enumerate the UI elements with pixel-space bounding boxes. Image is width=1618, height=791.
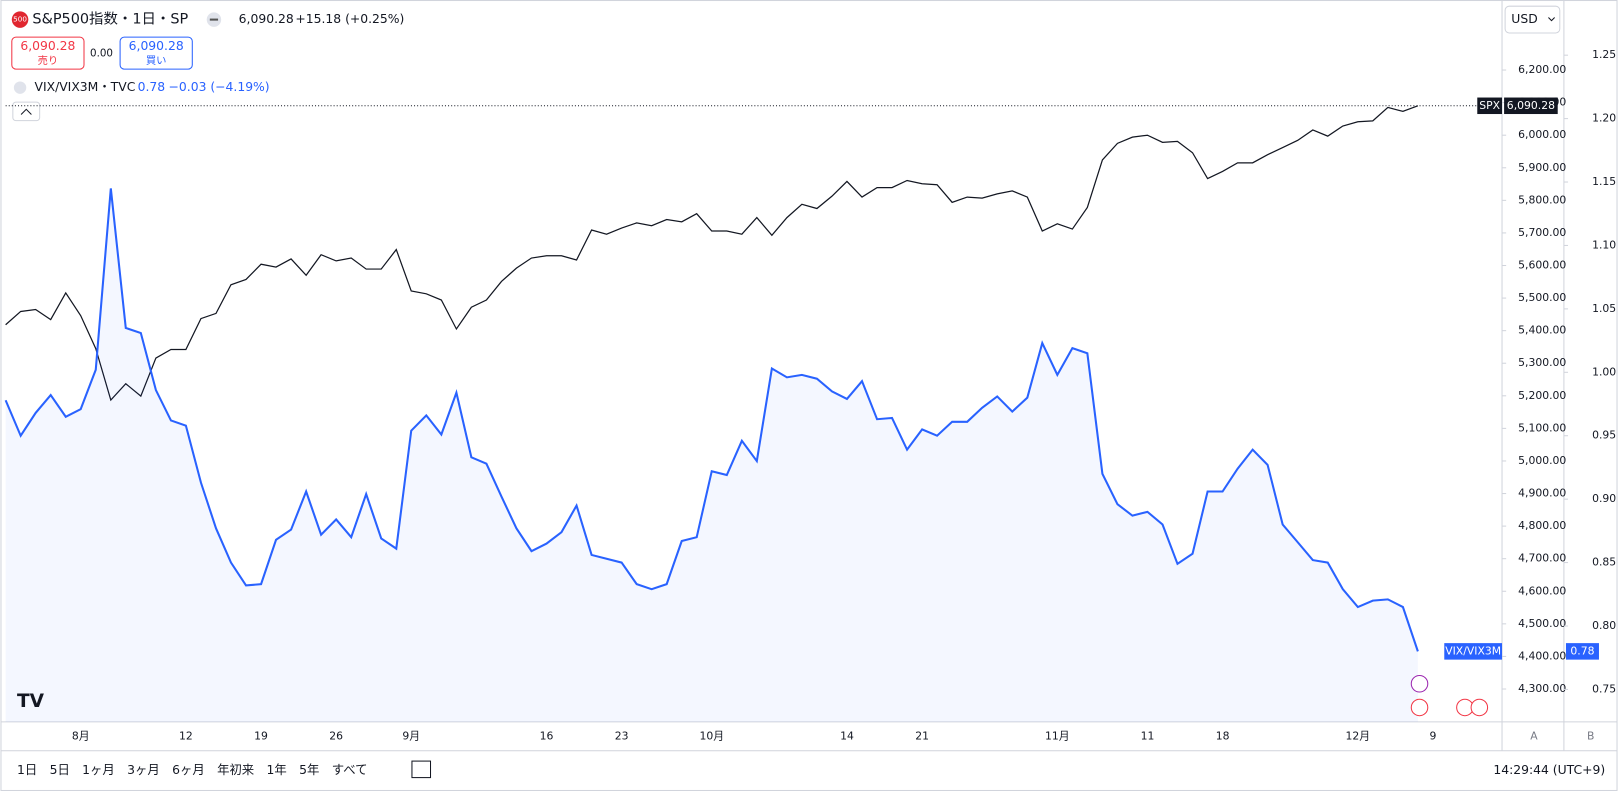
vix-tag: VIX/VIX3M [1445,644,1501,657]
currency: USD [1511,12,1537,26]
y-tick-label: 1.15 [1592,175,1616,188]
symbol-title[interactable]: S&P500指数・1日・SP [32,11,188,28]
event-icon[interactable] [1410,698,1429,717]
x-tick-label: 18 [1216,729,1230,742]
y-tick-label: 4,700.00 [1518,552,1566,565]
y-tick-label: 4,300.00 [1518,682,1566,695]
sell-label: 売り [38,54,59,67]
range-button[interactable]: すべて [332,763,368,777]
y-tick-label: 1.10 [1592,238,1616,251]
sell-button[interactable] [11,36,85,70]
tag-box [1565,643,1599,660]
y-tick-label: 0.75 [1592,682,1616,695]
compare-change: −0.03 (−4.19%) [169,80,270,94]
x-tick-label: 12 [179,729,193,742]
y-tick-label: 6,200.00 [1518,63,1566,76]
tag-box [1477,97,1503,115]
range-button[interactable]: 3ヶ月 [127,763,160,777]
x-tick-label: 10月 [699,729,724,742]
event-icon[interactable] [1410,674,1429,693]
y-tick-label: 5,200.00 [1518,389,1566,402]
x-tick-label: 16 [540,729,554,742]
x-tick-label: 14 [840,729,854,742]
range-button[interactable]: 6ヶ月 [172,763,205,777]
buy-label: 買い [146,55,167,67]
y-tick-label: 5,600.00 [1518,259,1566,272]
range-button[interactable]: 1年 [267,763,287,777]
range-button[interactable]: 1日 [17,763,37,777]
symbol-icon-text: 500 [13,15,27,24]
y-tick-label: 4,800.00 [1518,519,1566,532]
y-tick-label: 0.95 [1592,429,1616,442]
y-tick-label: 0.85 [1592,556,1616,569]
toolbar: 1日 5日 1ヶ月 3ヶ月 6ヶ月 年初来 1年 5年 すべて [17,763,368,777]
spread: 0.00 [90,48,113,60]
x-tick-label: 8月 [72,729,90,742]
compare-symbol[interactable]: VIX/VIX3M・TVC [35,80,136,94]
y-tick-label: 4,900.00 [1518,487,1566,500]
date-range-icon[interactable] [411,760,432,779]
chevron [20,108,32,115]
event-icon[interactable] [1470,698,1489,717]
x-tick-label: 26 [329,729,343,742]
y-tick-label: 5,300.00 [1518,356,1566,369]
range-button[interactable]: 5年 [299,763,319,777]
area-fill [5,188,1418,722]
symbol-icon [11,11,29,28]
change: +15.18 (+0.25%) [295,12,404,26]
series-line [4,188,1419,652]
x-tick-label: 11 [1141,729,1155,742]
buy-button[interactable] [119,36,193,70]
clock: 14:29:44 (UTC+9) [1493,763,1605,777]
x-tick-label: 21 [915,729,929,742]
buy-price: 6,090.28 [129,39,184,53]
tag-box [1444,643,1503,660]
y-tick-label: 5,500.00 [1518,291,1566,304]
y-tick-label: 1.20 [1592,112,1616,125]
x-tick-label: 9月 [402,729,420,742]
x-tick-label: 19 [254,729,268,742]
y-tick-label: 5,900.00 [1518,161,1566,174]
x-tick-label: 9 [1429,729,1436,742]
y-tick-label: 1.25 [1592,48,1616,61]
price: 6,090.28 [239,12,294,26]
plot [4,105,1419,722]
y-tick-label: 5,700.00 [1518,226,1566,239]
spx-tag-value: 6,090.28 [1507,99,1555,112]
collapse-legend-button[interactable] [12,101,41,122]
compare-icon [13,81,27,94]
range-button[interactable]: 年初来 [217,763,254,777]
x-tick-label: 11月 [1045,729,1070,742]
x-tick-label: 23 [615,729,629,742]
y-tick-label: 4,600.00 [1518,584,1566,597]
axis-a-label[interactable]: A [1530,729,1538,742]
y-tick-label: 5,800.00 [1518,193,1566,206]
chevron [1548,17,1555,22]
y-tick-label: 4,400.00 [1518,649,1566,662]
y-tick-label: 5,100.00 [1518,421,1566,434]
currency-button[interactable] [1504,5,1561,34]
x-tick-label: 12月 [1346,729,1371,742]
y-tick-label: 5,000.00 [1518,454,1566,467]
y-tick-label: 0.90 [1592,492,1616,505]
y-tick-label: 4,500.00 [1518,617,1566,630]
y-tick-label: 6,000.00 [1518,128,1566,141]
y-tick-label: 5,400.00 [1518,324,1566,337]
tag-box [1504,97,1558,115]
y-tick-label: 1.00 [1592,365,1616,378]
range-button[interactable]: 1ヶ月 [82,763,115,777]
series-line [5,105,1419,402]
logo: TV [17,691,45,712]
y-tick-label: 0.80 [1592,619,1616,632]
vix-tag-value: 0.78 [1570,644,1594,657]
y-tick-label: 1.05 [1592,302,1616,315]
compare-price: 0.78 [138,80,166,94]
axis-b-label[interactable]: B [1587,729,1594,742]
range-button[interactable]: 5日 [50,763,70,777]
sell-price: 6,090.28 [20,39,75,53]
spx-tag: SPX [1479,99,1500,112]
